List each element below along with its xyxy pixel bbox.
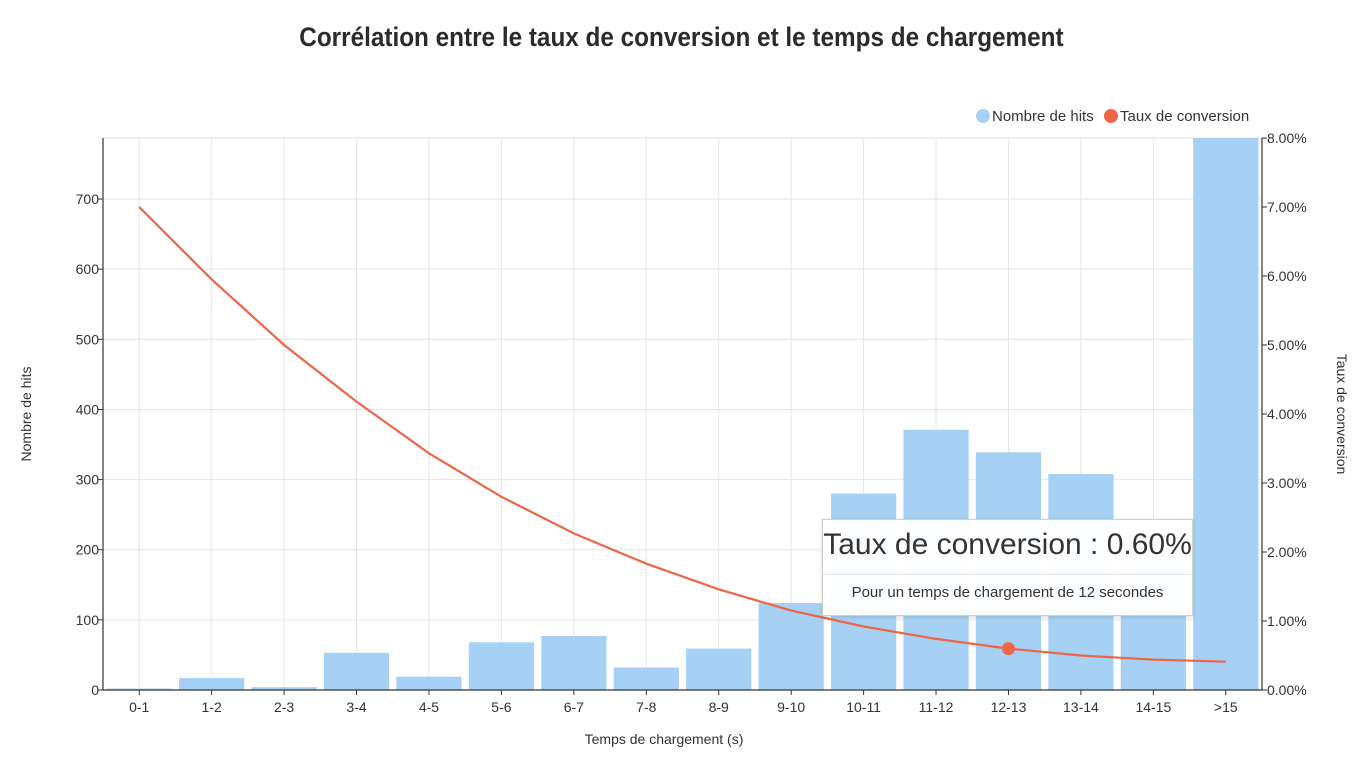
x-tick-label: 12-13 [991,699,1027,715]
bar [1193,138,1259,690]
y-left-tick-label: 200 [76,542,100,558]
y-right-tick-label: 4.00% [1267,406,1307,422]
highlight-point [1001,642,1015,656]
bar [468,642,535,690]
y-right-tick-label: 8.00% [1267,130,1307,146]
y-left-axis-title: Nombre de hits [18,367,34,462]
bar [106,688,172,690]
y-right-tick-label: 0.00% [1267,682,1307,698]
chart-title: Corrélation entre le taux de conversion … [299,22,1064,52]
x-tick-label: 6-7 [564,699,584,715]
conversion-line [138,206,1226,663]
y-right-axis-title: Taux de conversion [1334,354,1350,475]
x-tick-label: 7-8 [636,699,656,715]
legend-label-hits: Nombre de hits [992,108,1094,125]
x-tick-label: 11-12 [919,699,954,715]
bar-series [106,138,1259,690]
bar [323,652,390,690]
bar [179,678,245,690]
bar [613,667,679,690]
x-tick-label: 0-1 [129,699,149,715]
x-tick-label: 2-3 [274,699,294,715]
x-tick-label: 3-4 [346,699,366,715]
legend[interactable]: Nombre de hits Taux de conversion [976,108,1249,125]
tooltip-title: Taux de conversion : 0.60% [823,528,1192,561]
x-axis-title: Temps de chargement (s) [585,731,744,747]
y-right-tick-label: 3.00% [1267,475,1307,491]
y-right-tick-label: 1.00% [1267,613,1307,629]
bar [541,635,607,690]
x-tick-label: 13-14 [1063,699,1099,715]
x-tick-label: 4-5 [419,699,439,715]
y-right-tick-label: 6.00% [1267,268,1307,284]
x-tick-label: 1-2 [202,699,222,715]
bar [758,603,824,690]
line-series [138,206,1226,663]
bar [686,648,752,690]
tooltip-body: Pour un temps de chargement de 12 second… [851,584,1164,601]
x-tick-label: 8-9 [709,699,729,715]
axes: 0 100 200 300 400 500 600 700 0.00% 1.00% 2.00% 3.0… [18,130,1350,747]
y-left-tick-label: 400 [76,401,100,417]
y-right-tick-label: 7.00% [1267,199,1307,215]
y-right-tick-label: 2.00% [1267,544,1307,560]
legend-marker-conversion [1104,109,1118,123]
y-left-tick-label: 600 [76,261,100,277]
x-tick-label: 9-10 [777,699,805,715]
bar [251,687,317,690]
x-tick-label: 5-6 [491,699,511,715]
x-tick-label: 10-11 [846,699,881,715]
y-left-tick-label: 300 [76,472,100,488]
bar [396,676,462,690]
x-tick-label: >15 [1214,699,1238,715]
legend-marker-hits [976,109,990,123]
y-left-tick-label: 500 [76,331,100,347]
y-right-tick-label: 5.00% [1267,337,1307,353]
y-left-tick-label: 100 [76,612,100,628]
y-left-tick-label: 700 [76,191,100,207]
tooltip-divider [823,574,1192,575]
legend-label-conversion: Taux de conversion [1120,108,1249,125]
x-tick-label: 14-15 [1135,699,1171,715]
tooltip: Taux de conversion : 0.60% Pour un temps… [822,519,1193,616]
y-left-tick-label: 0 [91,682,99,698]
